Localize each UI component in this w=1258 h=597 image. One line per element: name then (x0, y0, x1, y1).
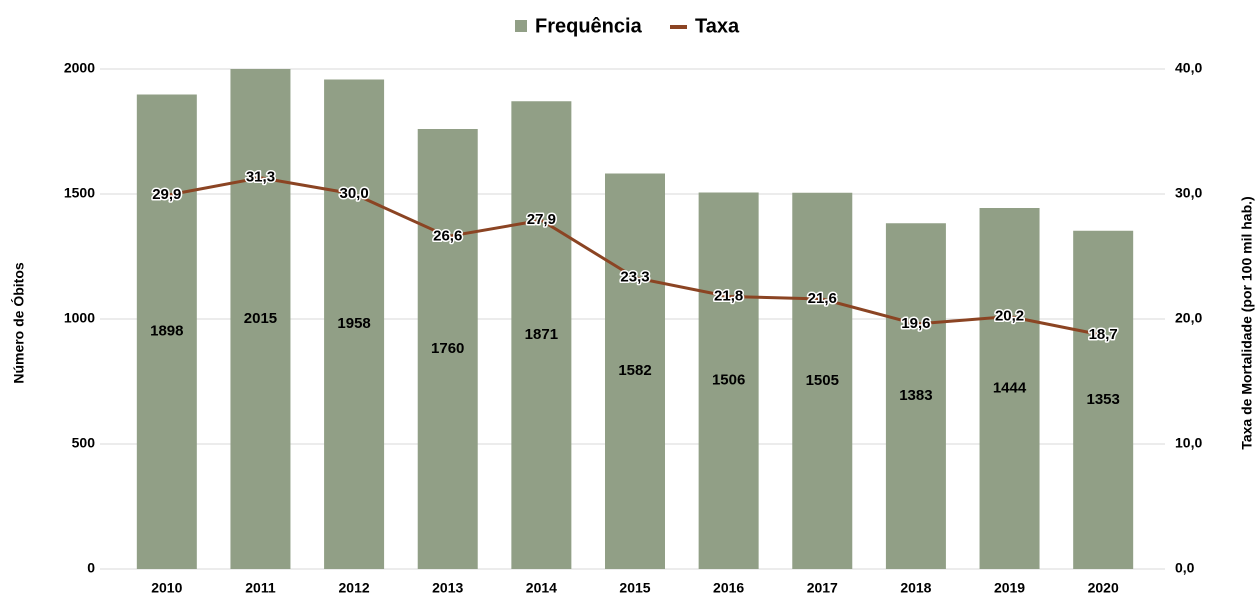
line-value-label: 19,6 (901, 315, 930, 332)
overlay: 0 500 1000 1500 2000 0,0 10,0 20,0 30,0 40,0 2010 2… (64, 15, 1203, 595)
x-tick-label: 2013 (432, 580, 463, 596)
bar-value-label: 1871 (525, 326, 558, 343)
bar (792, 192, 853, 569)
line-value-label: 29,9 (152, 186, 181, 203)
bar-value-label: 1760 (431, 340, 464, 357)
line-value-label: 21,8 (714, 287, 743, 304)
bar (885, 223, 946, 569)
bar (605, 173, 665, 569)
bar (1073, 230, 1134, 569)
bar (698, 192, 759, 569)
y2-tick-label: 20,0 (1175, 310, 1202, 326)
y-tick-label: 1500 (64, 185, 95, 201)
legend-label: Taxa (695, 15, 740, 37)
bar-value-label: 1582 (618, 362, 651, 379)
x-tick-label: 2019 (994, 580, 1025, 596)
bar-value-label: 1505 (806, 372, 839, 389)
bar-value-label: 2015 (244, 310, 277, 327)
line-value-label: 31,3 (246, 169, 275, 186)
bar-value-label: 1383 (899, 387, 932, 404)
x-tick-label: 2014 (526, 580, 557, 596)
x-tick-label: 2012 (339, 580, 370, 596)
legend-label: Frequência (535, 15, 643, 37)
bar-value-label: 1444 (993, 379, 1027, 396)
x-tick-label: 2011 (245, 580, 276, 596)
bar-value-label: 1353 (1086, 391, 1119, 408)
legend-swatch (515, 20, 527, 32)
y2-tick-label: 40,0 (1175, 60, 1202, 76)
y2-tick-label: 30,0 (1175, 185, 1202, 201)
bar (324, 79, 385, 569)
line-value-label: 23,3 (620, 269, 649, 286)
x-tick-label: 2020 (1088, 580, 1119, 596)
y2-axis-title: Taxa de Mortalidade (por 100 mil hab.) (1239, 196, 1255, 449)
y2-tick-label: 0,0 (1175, 560, 1195, 576)
x-tick-label: 2015 (619, 580, 650, 596)
bar (979, 208, 1040, 569)
y-axis-title: Número de Óbitos (10, 262, 27, 384)
y-tick-label: 1000 (64, 310, 95, 326)
bar-value-label: 1506 (712, 372, 745, 389)
line-value-label: 18,7 (1089, 326, 1118, 343)
bars (136, 69, 1134, 569)
bar (230, 69, 291, 569)
bar-value-label: 1898 (150, 323, 183, 340)
x-tick-label: 2017 (807, 580, 838, 596)
line-value-label: 30,0 (339, 185, 368, 202)
x-tick-label: 2016 (713, 580, 744, 596)
line (166, 176, 1104, 337)
y2-tick-label: 10,0 (1175, 435, 1202, 451)
y-tick-label: 500 (72, 435, 96, 451)
x-tick-label: 2010 (151, 580, 182, 596)
bar (417, 129, 478, 569)
x-tick-label: 2018 (900, 580, 931, 596)
bar (511, 101, 572, 569)
y-tick-label: 2000 (64, 60, 95, 76)
y-tick-label: 0 (87, 560, 95, 576)
line-value-label: 21,6 (808, 290, 837, 307)
line-value-label: 27,9 (527, 211, 556, 228)
line-value-label: 26,6 (433, 227, 462, 244)
bar (136, 94, 197, 569)
line-value-label: 20,2 (995, 307, 1024, 324)
bar-value-label: 1958 (337, 315, 370, 332)
